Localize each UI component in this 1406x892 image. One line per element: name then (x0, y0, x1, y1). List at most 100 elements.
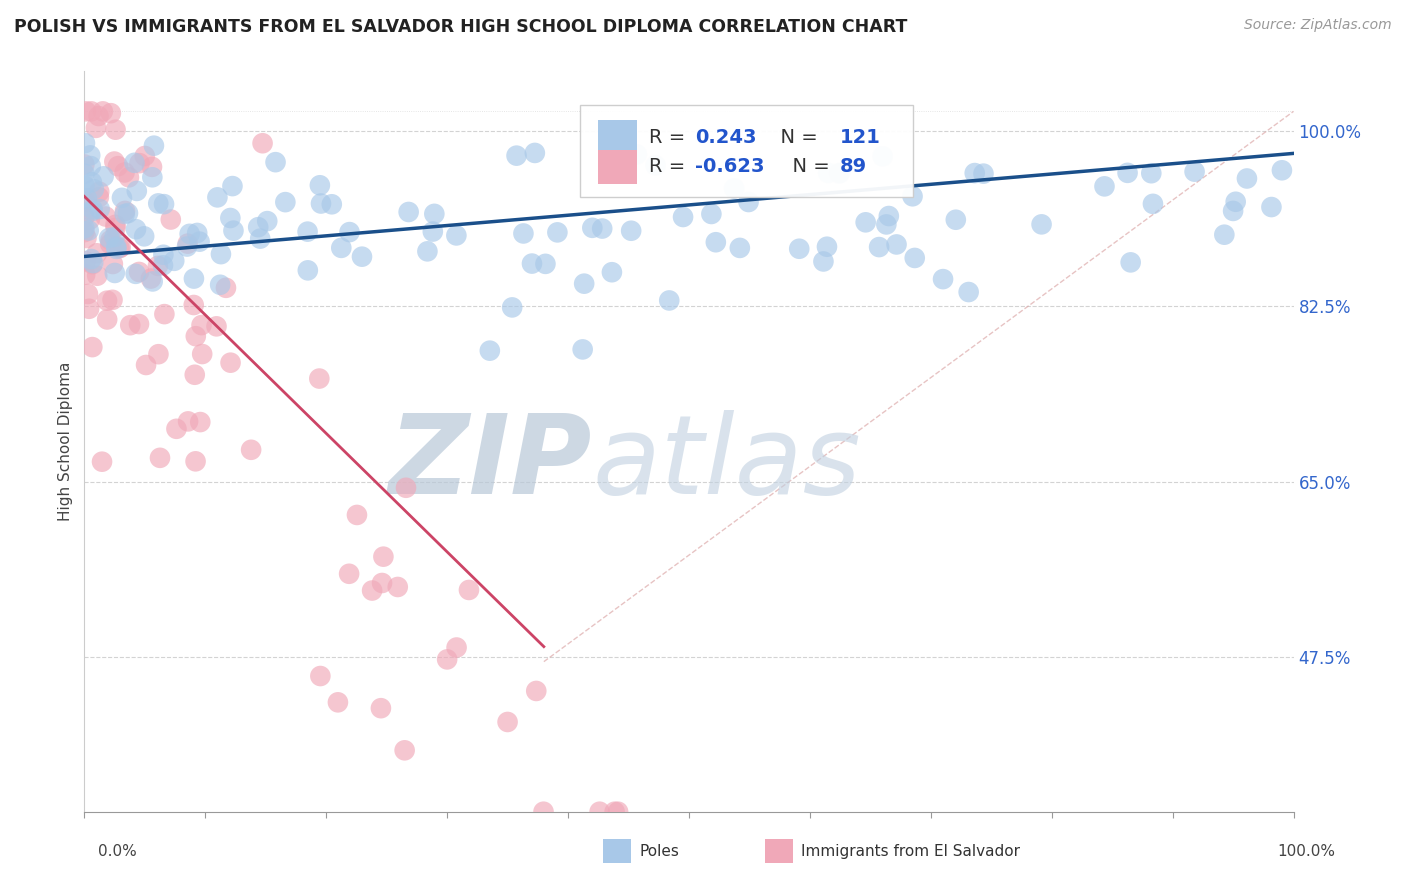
Point (256, 214, 278, 228)
Point (134, 229, 156, 244)
Text: Immigrants from El Salvador: Immigrants from El Salvador (801, 845, 1021, 859)
Point (177, 236, 200, 251)
Point (152, 258, 174, 272)
Point (247, 220, 270, 235)
Point (96, 312, 118, 326)
Point (505, 148, 527, 162)
Point (120, 318, 142, 333)
Point (73, 136, 96, 150)
Point (110, 240, 132, 254)
Point (361, 583, 384, 598)
Point (972, 167, 994, 181)
Point (114, 203, 136, 218)
Point (600, 265, 623, 279)
Point (723, 181, 745, 195)
Point (1236, 171, 1258, 186)
Point (828, 166, 851, 180)
Point (79, 148, 101, 162)
Point (104, 220, 127, 235)
Point (80, 104, 103, 119)
Point (264, 155, 287, 169)
Point (80, 159, 103, 173)
FancyBboxPatch shape (599, 120, 637, 154)
Point (1184, 164, 1206, 178)
Point (872, 149, 894, 163)
Point (817, 166, 839, 180)
Point (125, 184, 148, 198)
Point (886, 237, 908, 252)
Text: N =: N = (780, 157, 835, 177)
Point (75, 268, 97, 282)
Point (114, 165, 136, 179)
Point (240, 442, 263, 457)
Point (104, 218, 127, 232)
Point (75, 104, 97, 119)
Point (1116, 166, 1139, 180)
Point (1031, 218, 1053, 232)
Point (815, 240, 838, 254)
Point (80, 175, 103, 189)
Point (221, 179, 243, 194)
Point (73, 210, 96, 224)
Point (73, 194, 96, 209)
Point (128, 156, 150, 170)
Point (309, 178, 332, 193)
Point (124, 156, 146, 170)
Point (149, 450, 172, 465)
Point (1140, 166, 1163, 180)
Point (394, 743, 416, 757)
Point (77, 301, 100, 316)
Point (297, 263, 319, 277)
Point (215, 281, 238, 295)
Point (520, 256, 543, 270)
Point (79, 212, 101, 227)
Point (77, 287, 100, 301)
Point (423, 207, 446, 221)
Point (209, 247, 232, 261)
Point (901, 189, 924, 203)
Point (94, 210, 117, 224)
Point (1222, 203, 1244, 218)
Text: N =: N = (768, 128, 824, 147)
Point (813, 254, 835, 268)
Point (124, 267, 146, 281)
Point (141, 160, 163, 174)
Point (1271, 163, 1294, 178)
Point (73, 225, 96, 239)
Point (146, 259, 169, 273)
Point (177, 414, 200, 428)
Point (152, 248, 174, 262)
Point (135, 358, 157, 372)
Point (91, 104, 114, 119)
Point (422, 225, 444, 239)
Point (373, 549, 395, 564)
Point (1142, 197, 1164, 211)
Point (128, 265, 150, 279)
Point (103, 154, 125, 169)
FancyBboxPatch shape (599, 150, 637, 184)
Point (100, 233, 122, 247)
Point (159, 212, 181, 227)
Point (737, 194, 759, 209)
Point (416, 244, 439, 259)
Point (523, 145, 546, 160)
Point (496, 714, 519, 729)
Point (176, 239, 198, 253)
Point (533, 805, 555, 819)
Point (105, 242, 128, 256)
Text: 0.243: 0.243 (695, 128, 756, 147)
Text: Poles: Poles (640, 845, 679, 859)
Point (326, 695, 349, 709)
Point (581, 220, 603, 235)
Point (371, 576, 394, 591)
Text: Source: ZipAtlas.com: Source: ZipAtlas.com (1244, 18, 1392, 32)
Point (104, 122, 127, 136)
Point (98, 231, 121, 245)
Point (188, 235, 211, 249)
Point (1225, 194, 1247, 209)
Point (73, 178, 96, 193)
Point (436, 652, 458, 666)
Text: ZIP: ZIP (388, 410, 592, 517)
Point (84, 120, 107, 135)
Point (868, 240, 890, 254)
